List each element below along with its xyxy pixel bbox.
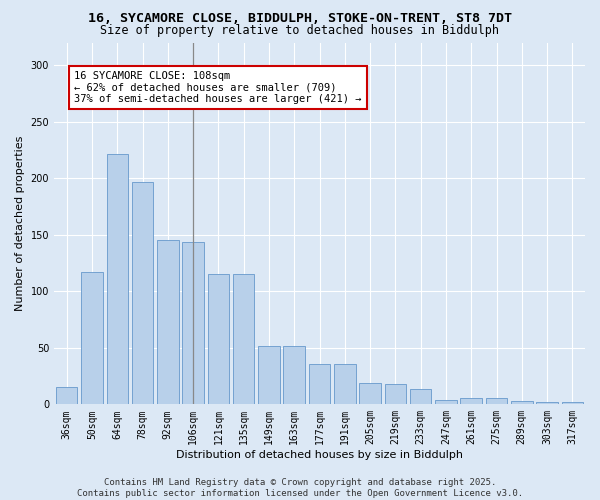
- Bar: [132, 182, 153, 404]
- Bar: [334, 364, 356, 405]
- Bar: [359, 383, 381, 404]
- Y-axis label: Number of detached properties: Number of detached properties: [15, 136, 25, 311]
- Text: Contains HM Land Registry data © Crown copyright and database right 2025.
Contai: Contains HM Land Registry data © Crown c…: [77, 478, 523, 498]
- Bar: [233, 274, 254, 404]
- Bar: [435, 400, 457, 404]
- Bar: [410, 388, 431, 404]
- Bar: [56, 388, 77, 404]
- Bar: [208, 274, 229, 404]
- X-axis label: Distribution of detached houses by size in Biddulph: Distribution of detached houses by size …: [176, 450, 463, 460]
- Bar: [562, 402, 583, 404]
- Bar: [385, 384, 406, 404]
- Bar: [460, 398, 482, 404]
- Bar: [511, 401, 533, 404]
- Text: 16 SYCAMORE CLOSE: 108sqm
← 62% of detached houses are smaller (709)
37% of semi: 16 SYCAMORE CLOSE: 108sqm ← 62% of detac…: [74, 71, 362, 104]
- Bar: [182, 242, 204, 404]
- Bar: [107, 154, 128, 404]
- Bar: [81, 272, 103, 404]
- Bar: [309, 364, 330, 405]
- Text: 16, SYCAMORE CLOSE, BIDDULPH, STOKE-ON-TRENT, ST8 7DT: 16, SYCAMORE CLOSE, BIDDULPH, STOKE-ON-T…: [88, 12, 512, 26]
- Bar: [157, 240, 179, 404]
- Text: Size of property relative to detached houses in Biddulph: Size of property relative to detached ho…: [101, 24, 499, 37]
- Bar: [283, 346, 305, 405]
- Bar: [258, 346, 280, 405]
- Bar: [536, 402, 558, 404]
- Bar: [486, 398, 507, 404]
